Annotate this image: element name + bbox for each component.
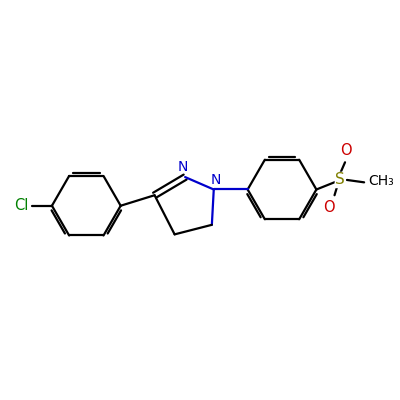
Text: N: N: [210, 173, 221, 187]
Text: O: O: [340, 143, 352, 158]
Text: CH₃: CH₃: [368, 174, 394, 188]
Text: O: O: [324, 200, 335, 216]
Text: Cl: Cl: [14, 198, 28, 213]
Text: S: S: [335, 172, 345, 188]
Text: N: N: [178, 160, 188, 174]
